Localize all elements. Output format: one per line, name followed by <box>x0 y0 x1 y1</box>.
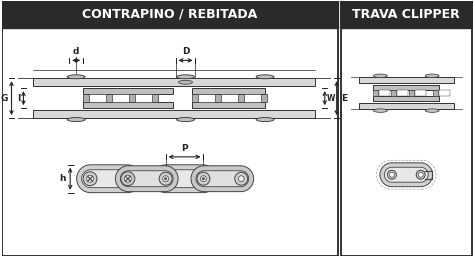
Bar <box>192 102 265 108</box>
Bar <box>33 78 315 86</box>
Bar <box>374 96 439 101</box>
Bar <box>192 88 265 94</box>
Circle shape <box>160 174 170 184</box>
Circle shape <box>416 170 425 179</box>
Bar <box>409 90 414 96</box>
Circle shape <box>238 176 244 182</box>
Circle shape <box>122 173 133 184</box>
Circle shape <box>389 172 394 177</box>
Bar <box>1 1 337 256</box>
Bar <box>129 94 135 102</box>
Circle shape <box>199 174 209 184</box>
Circle shape <box>200 176 206 182</box>
Circle shape <box>163 176 169 182</box>
Polygon shape <box>191 166 254 192</box>
Ellipse shape <box>256 75 274 79</box>
Bar <box>244 94 261 102</box>
Bar <box>33 110 315 118</box>
Circle shape <box>159 172 172 185</box>
Bar <box>392 90 396 96</box>
Circle shape <box>161 173 172 184</box>
Bar <box>152 94 158 102</box>
Polygon shape <box>152 165 217 193</box>
Polygon shape <box>77 165 141 193</box>
Bar <box>215 94 221 102</box>
Circle shape <box>418 172 423 177</box>
Ellipse shape <box>374 109 387 112</box>
Bar <box>415 90 426 96</box>
Circle shape <box>85 173 96 184</box>
Polygon shape <box>380 163 433 187</box>
Bar <box>341 1 472 27</box>
Circle shape <box>121 172 135 186</box>
Circle shape <box>87 175 93 182</box>
Text: E: E <box>341 94 347 103</box>
Circle shape <box>88 176 93 182</box>
Bar <box>83 102 173 108</box>
Bar <box>221 94 238 102</box>
Circle shape <box>125 176 131 182</box>
Polygon shape <box>157 170 212 188</box>
Polygon shape <box>82 170 137 188</box>
Ellipse shape <box>179 80 192 84</box>
Bar <box>433 90 438 96</box>
Bar <box>374 85 439 90</box>
Circle shape <box>238 176 244 182</box>
Circle shape <box>201 176 206 182</box>
Bar <box>397 90 408 96</box>
Bar <box>374 90 378 96</box>
Circle shape <box>124 175 131 182</box>
Polygon shape <box>120 171 173 187</box>
Circle shape <box>202 178 205 180</box>
Bar <box>358 77 454 83</box>
Bar <box>238 94 244 102</box>
Ellipse shape <box>374 74 387 78</box>
Circle shape <box>123 174 133 184</box>
Text: h: h <box>60 174 66 183</box>
Ellipse shape <box>67 117 85 122</box>
Circle shape <box>235 172 248 185</box>
Text: P: P <box>181 144 188 153</box>
Circle shape <box>163 176 169 182</box>
Text: G: G <box>0 94 8 103</box>
Text: W: W <box>327 94 335 103</box>
Text: I: I <box>17 94 20 103</box>
Circle shape <box>124 176 130 182</box>
Circle shape <box>162 176 168 182</box>
Circle shape <box>164 178 167 180</box>
Bar <box>379 90 391 96</box>
Ellipse shape <box>177 75 194 79</box>
Bar <box>199 94 215 102</box>
Ellipse shape <box>425 74 439 78</box>
Bar <box>439 90 450 96</box>
Bar <box>135 94 152 102</box>
Bar <box>261 94 267 102</box>
Polygon shape <box>116 166 178 192</box>
Text: TRAVA CLIPPER: TRAVA CLIPPER <box>352 8 460 21</box>
Text: d: d <box>73 47 79 56</box>
Ellipse shape <box>256 117 274 122</box>
Ellipse shape <box>177 117 194 122</box>
Circle shape <box>236 174 246 184</box>
Text: CONTRAPINO / REBITADA: CONTRAPINO / REBITADA <box>82 8 257 21</box>
Bar <box>341 1 472 256</box>
Bar <box>1 1 337 27</box>
Circle shape <box>387 170 396 179</box>
Bar <box>358 103 454 109</box>
Ellipse shape <box>67 75 85 79</box>
Bar <box>192 94 199 102</box>
Text: D: D <box>182 47 189 56</box>
Ellipse shape <box>425 109 439 112</box>
Circle shape <box>83 172 97 186</box>
Circle shape <box>198 173 209 184</box>
Polygon shape <box>384 167 428 182</box>
Bar <box>83 94 89 102</box>
Circle shape <box>197 172 210 185</box>
Bar <box>106 94 112 102</box>
Polygon shape <box>196 171 249 187</box>
Bar <box>112 94 129 102</box>
Bar <box>83 88 173 94</box>
Circle shape <box>201 176 207 182</box>
Bar <box>89 94 106 102</box>
